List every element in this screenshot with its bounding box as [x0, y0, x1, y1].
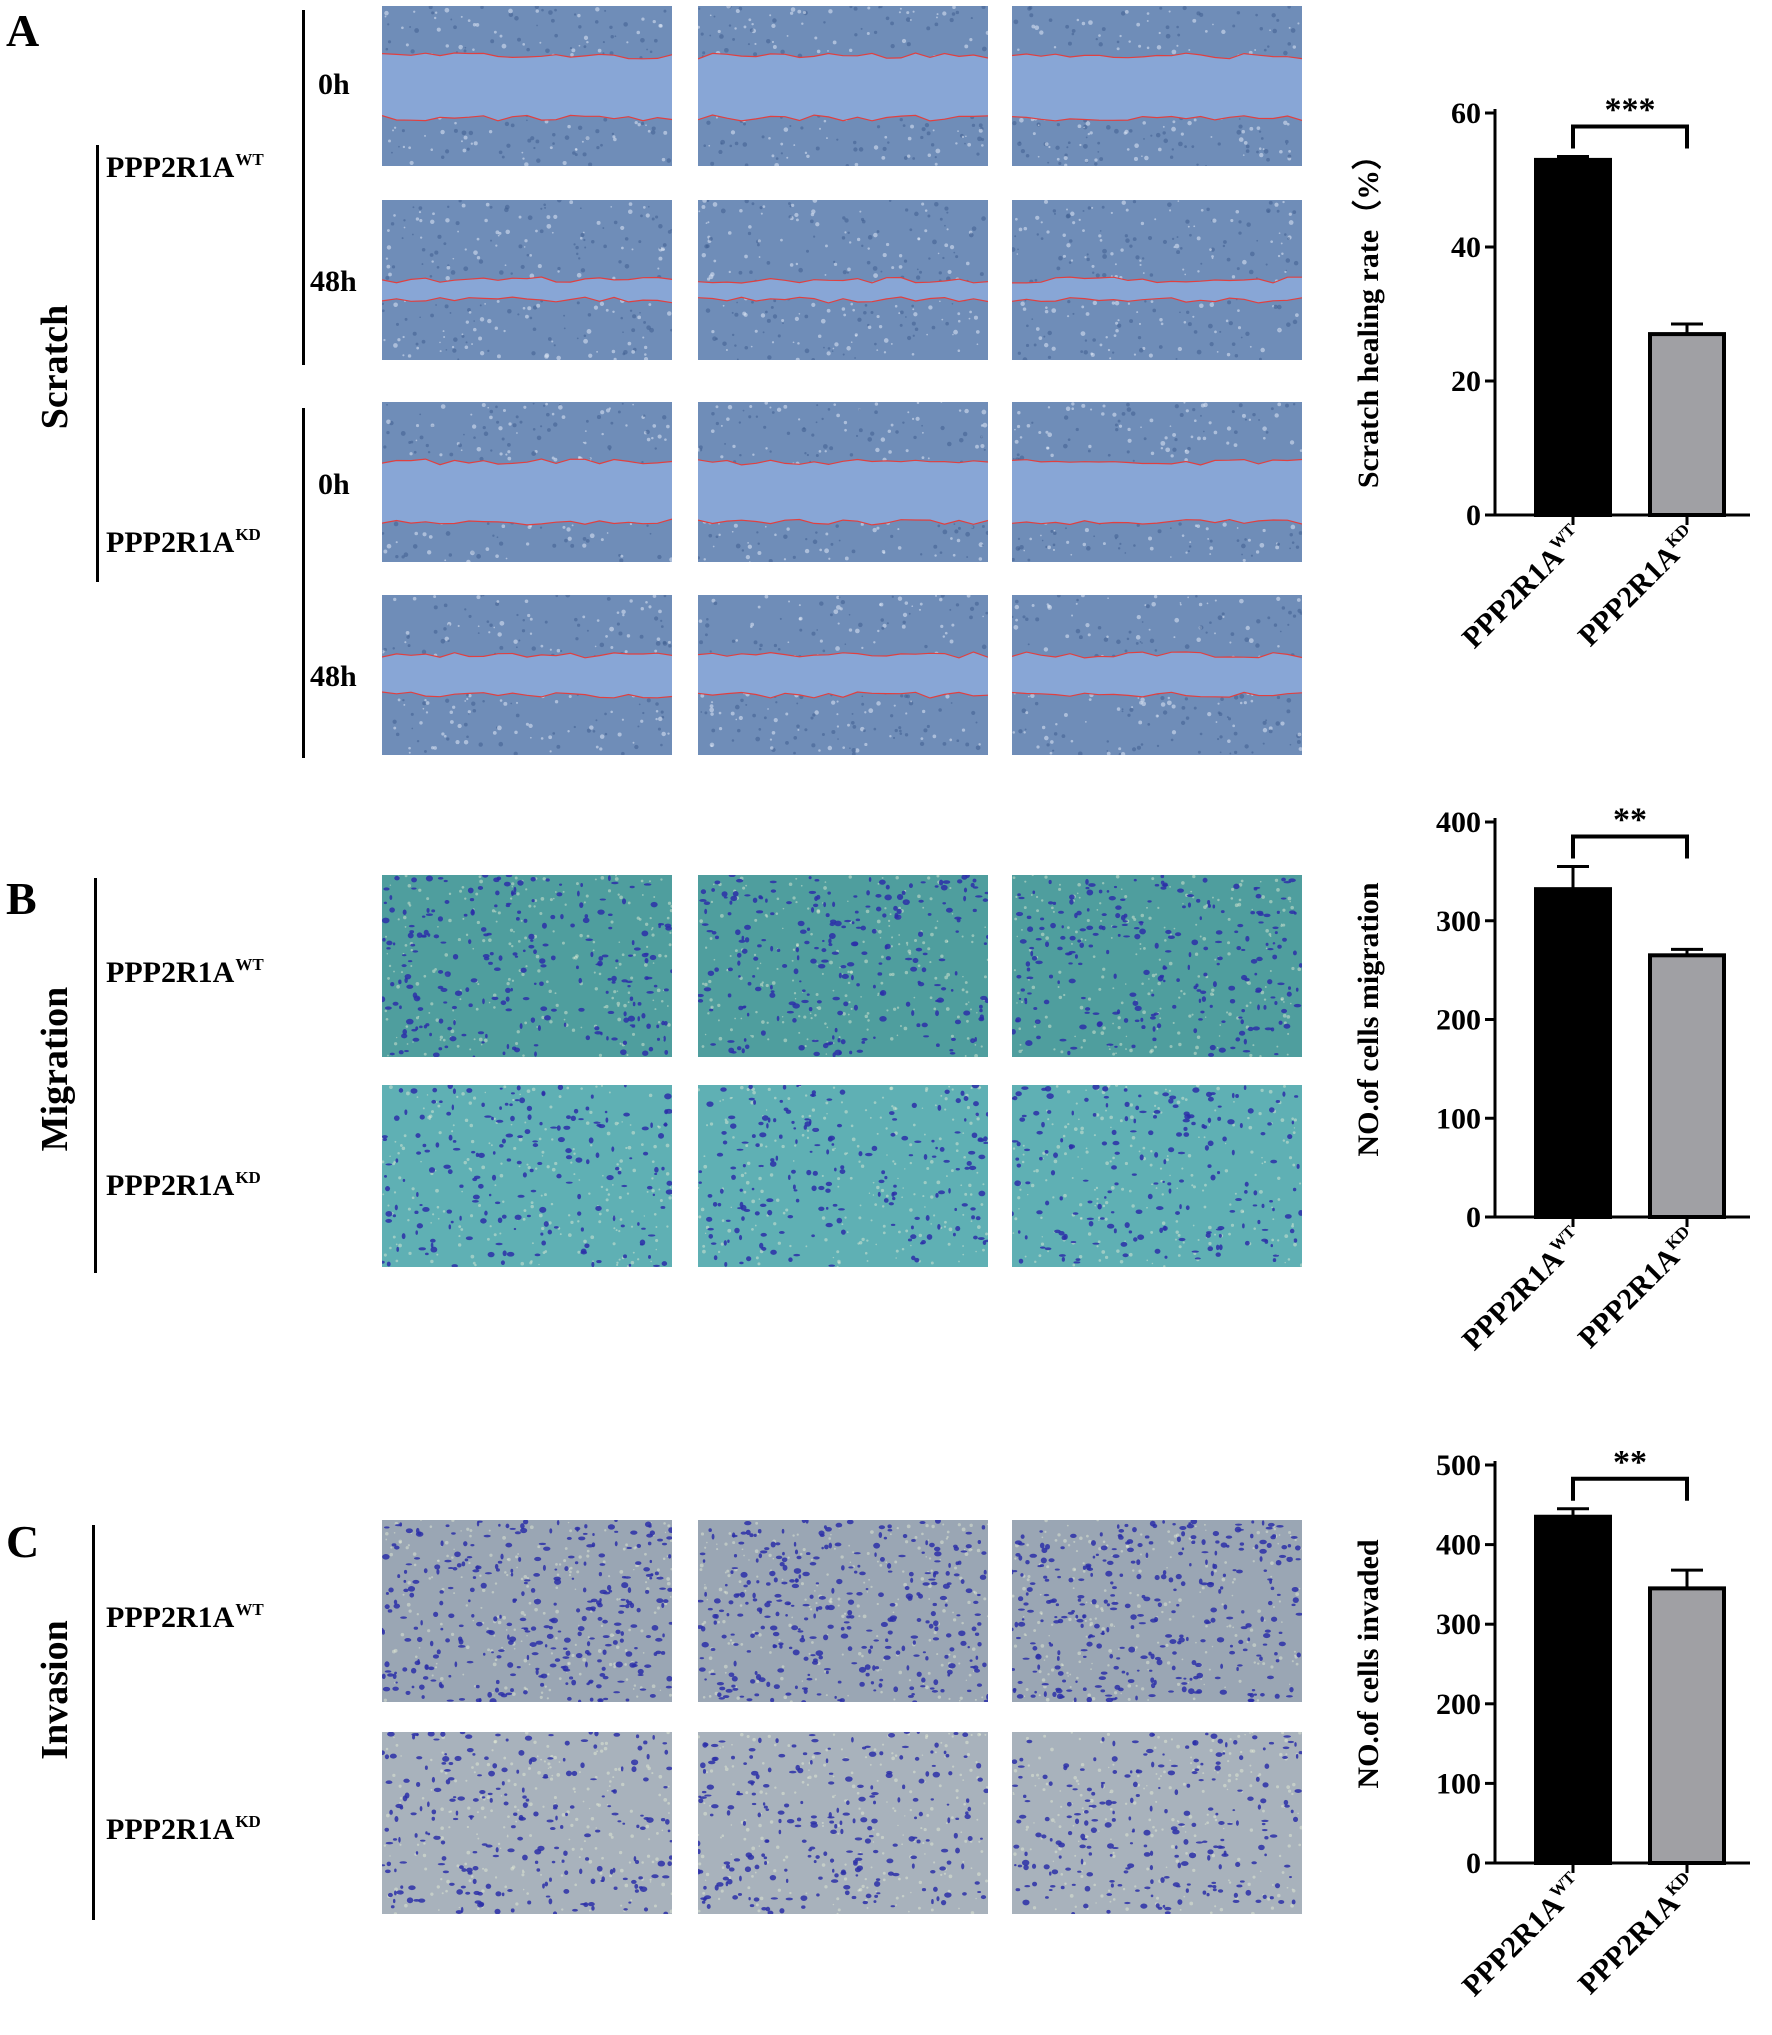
chart-scratch-healing-svg: Scratch healing rate（%） 0 20 40 60 PPP2R1AWTP…: [1351, 92, 1750, 655]
group-label-b-wt: PPP2R1AWT: [106, 955, 264, 990]
y-tick-label: 400: [1436, 806, 1481, 839]
group-label-main: PPP2R1A: [106, 956, 235, 989]
bracket-line-scratch: [96, 145, 99, 582]
y-tick-label: 300: [1436, 905, 1481, 938]
chart-cells-invaded-svg: NO.of cells invaded 0 100 200 300 400 500 PPP2R…: [1352, 1444, 1750, 2003]
bar-kd: [1648, 332, 1726, 517]
time-label-a-wt-48h: 48h: [310, 265, 357, 298]
y-tick-label: 100: [1436, 1102, 1481, 1135]
scratch-micrograph: [382, 595, 672, 755]
y-tick-label: 20: [1451, 365, 1481, 398]
y-tick-label: 0: [1466, 499, 1481, 532]
group-label-sup: WT: [235, 150, 264, 169]
significance-bracket: [1571, 834, 1689, 859]
bracket-line-migration: [94, 878, 97, 1273]
y-tick-label: 400: [1436, 1529, 1481, 1562]
transwell-micrograph: [1012, 1520, 1302, 1702]
group-label-sup: WT: [235, 1600, 264, 1619]
y-axis-label: NO.of cells migration: [1352, 882, 1385, 1156]
scratch-micrograph: [1012, 6, 1302, 166]
scratch-micrograph: [382, 200, 672, 360]
group-label-sup: KD: [235, 525, 261, 544]
panel-letter-b: B: [6, 873, 37, 924]
transwell-micrograph: [382, 1085, 672, 1267]
transwell-micrograph: [698, 1520, 988, 1702]
bracket-line-a-kd: [302, 408, 305, 758]
group-label-main: PPP2R1A: [106, 526, 235, 559]
chart-cells-migration-svg: NO.of cells migration 0 100 200 300 400 PPP2R1…: [1352, 801, 1750, 1357]
transwell-micrograph: [382, 1520, 672, 1702]
significance-label: ***: [1605, 92, 1656, 129]
transwell-micrograph: [1012, 1732, 1302, 1914]
transwell-micrograph: [698, 1085, 988, 1267]
transwell-micrograph: [1012, 1085, 1302, 1267]
x-tick-label: PPP2R1AKD: [1571, 1222, 1704, 1355]
group-label-c-kd: PPP2R1AKD: [106, 1812, 261, 1847]
bracket-line-invasion: [92, 1525, 95, 1920]
section-label-scratch: Scratch: [34, 304, 76, 430]
group-label-sup: WT: [235, 955, 264, 974]
bar-wt: [1534, 887, 1612, 1219]
bar-kd: [1648, 953, 1726, 1219]
panel-letter-c: C: [6, 1516, 40, 1567]
panel-letter-a: A: [6, 5, 40, 56]
chart-cells-invaded: NO.of cells invaded 0 100 200 300 400 500 PPP2R…: [1350, 1400, 1760, 2030]
y-tick-label: 0: [1466, 1201, 1481, 1234]
bracket-line-a-wt: [302, 10, 305, 365]
scratch-micrograph: [698, 200, 988, 360]
scratch-micrograph: [1012, 200, 1302, 360]
x-tick-label: PPP2R1AWT: [1455, 1221, 1590, 1356]
y-tick-label: 0: [1466, 1847, 1481, 1880]
significance-label: **: [1613, 1444, 1647, 1481]
transwell-micrograph: [698, 875, 988, 1057]
scratch-micrograph: [698, 6, 988, 166]
group-label-main: PPP2R1A: [106, 1601, 235, 1634]
x-tick-label: PPP2R1AWT: [1455, 519, 1590, 654]
group-label-a-kd: PPP2R1AKD: [106, 525, 261, 560]
y-tick-label: 40: [1451, 231, 1481, 264]
bar-wt: [1534, 1514, 1612, 1866]
group-label-sup: KD: [235, 1812, 261, 1831]
y-tick-label: 500: [1436, 1449, 1481, 1482]
x-tick-label: PPP2R1AKD: [1571, 520, 1704, 653]
group-label-c-wt: PPP2R1AWT: [106, 1600, 264, 1635]
transwell-micrograph: [698, 1732, 988, 1914]
transwell-micrograph: [1012, 875, 1302, 1057]
y-tick-label: 60: [1451, 97, 1481, 130]
transwell-micrograph: [382, 875, 672, 1057]
group-label-main: PPP2R1A: [106, 1813, 235, 1846]
transwell-micrograph: [382, 1732, 672, 1914]
y-tick-label: 300: [1436, 1608, 1481, 1641]
scratch-micrograph: [1012, 595, 1302, 755]
scratch-micrograph: [698, 595, 988, 755]
scratch-micrograph: [1012, 402, 1302, 562]
scratch-micrograph: [698, 402, 988, 562]
time-label-a-kd-0h: 0h: [318, 468, 350, 501]
significance-bracket: [1571, 1476, 1689, 1501]
y-tick-label: 200: [1436, 1004, 1481, 1037]
scratch-micrograph: [382, 402, 672, 562]
scratch-micrograph: [382, 6, 672, 166]
chart-scratch-healing: Scratch healing rate（%） 0 20 40 60 PPP2R1AWT P…: [1350, 60, 1760, 700]
time-label-a-wt-0h: 0h: [318, 68, 350, 101]
chart-cells-migration: NO.of cells migration 0 100 200 300 400 PPP2R1…: [1350, 760, 1760, 1400]
group-label-main: PPP2R1A: [106, 151, 235, 184]
group-label-main: PPP2R1A: [106, 1169, 235, 1202]
section-label-invasion: Invasion: [34, 1620, 76, 1760]
bar-kd: [1648, 1586, 1726, 1865]
group-label-a-wt: PPP2R1AWT: [106, 150, 264, 185]
x-tick-label: PPP2R1AKD: [1571, 1868, 1704, 2001]
significance-bracket: [1571, 124, 1689, 149]
y-tick-label: 100: [1436, 1767, 1481, 1800]
section-label-migration: Migration: [34, 986, 76, 1152]
group-label-b-kd: PPP2R1AKD: [106, 1168, 261, 1203]
y-tick-label: 200: [1436, 1688, 1481, 1721]
time-label-a-kd-48h: 48h: [310, 660, 357, 693]
y-axis-label: Scratch healing rate（%）: [1351, 140, 1385, 488]
bar-wt: [1534, 157, 1612, 518]
x-tick-label: PPP2R1AWT: [1455, 1867, 1590, 2002]
y-axis-label: NO.of cells invaded: [1352, 1539, 1385, 1788]
group-label-sup: KD: [235, 1168, 261, 1187]
significance-label: **: [1613, 801, 1647, 838]
